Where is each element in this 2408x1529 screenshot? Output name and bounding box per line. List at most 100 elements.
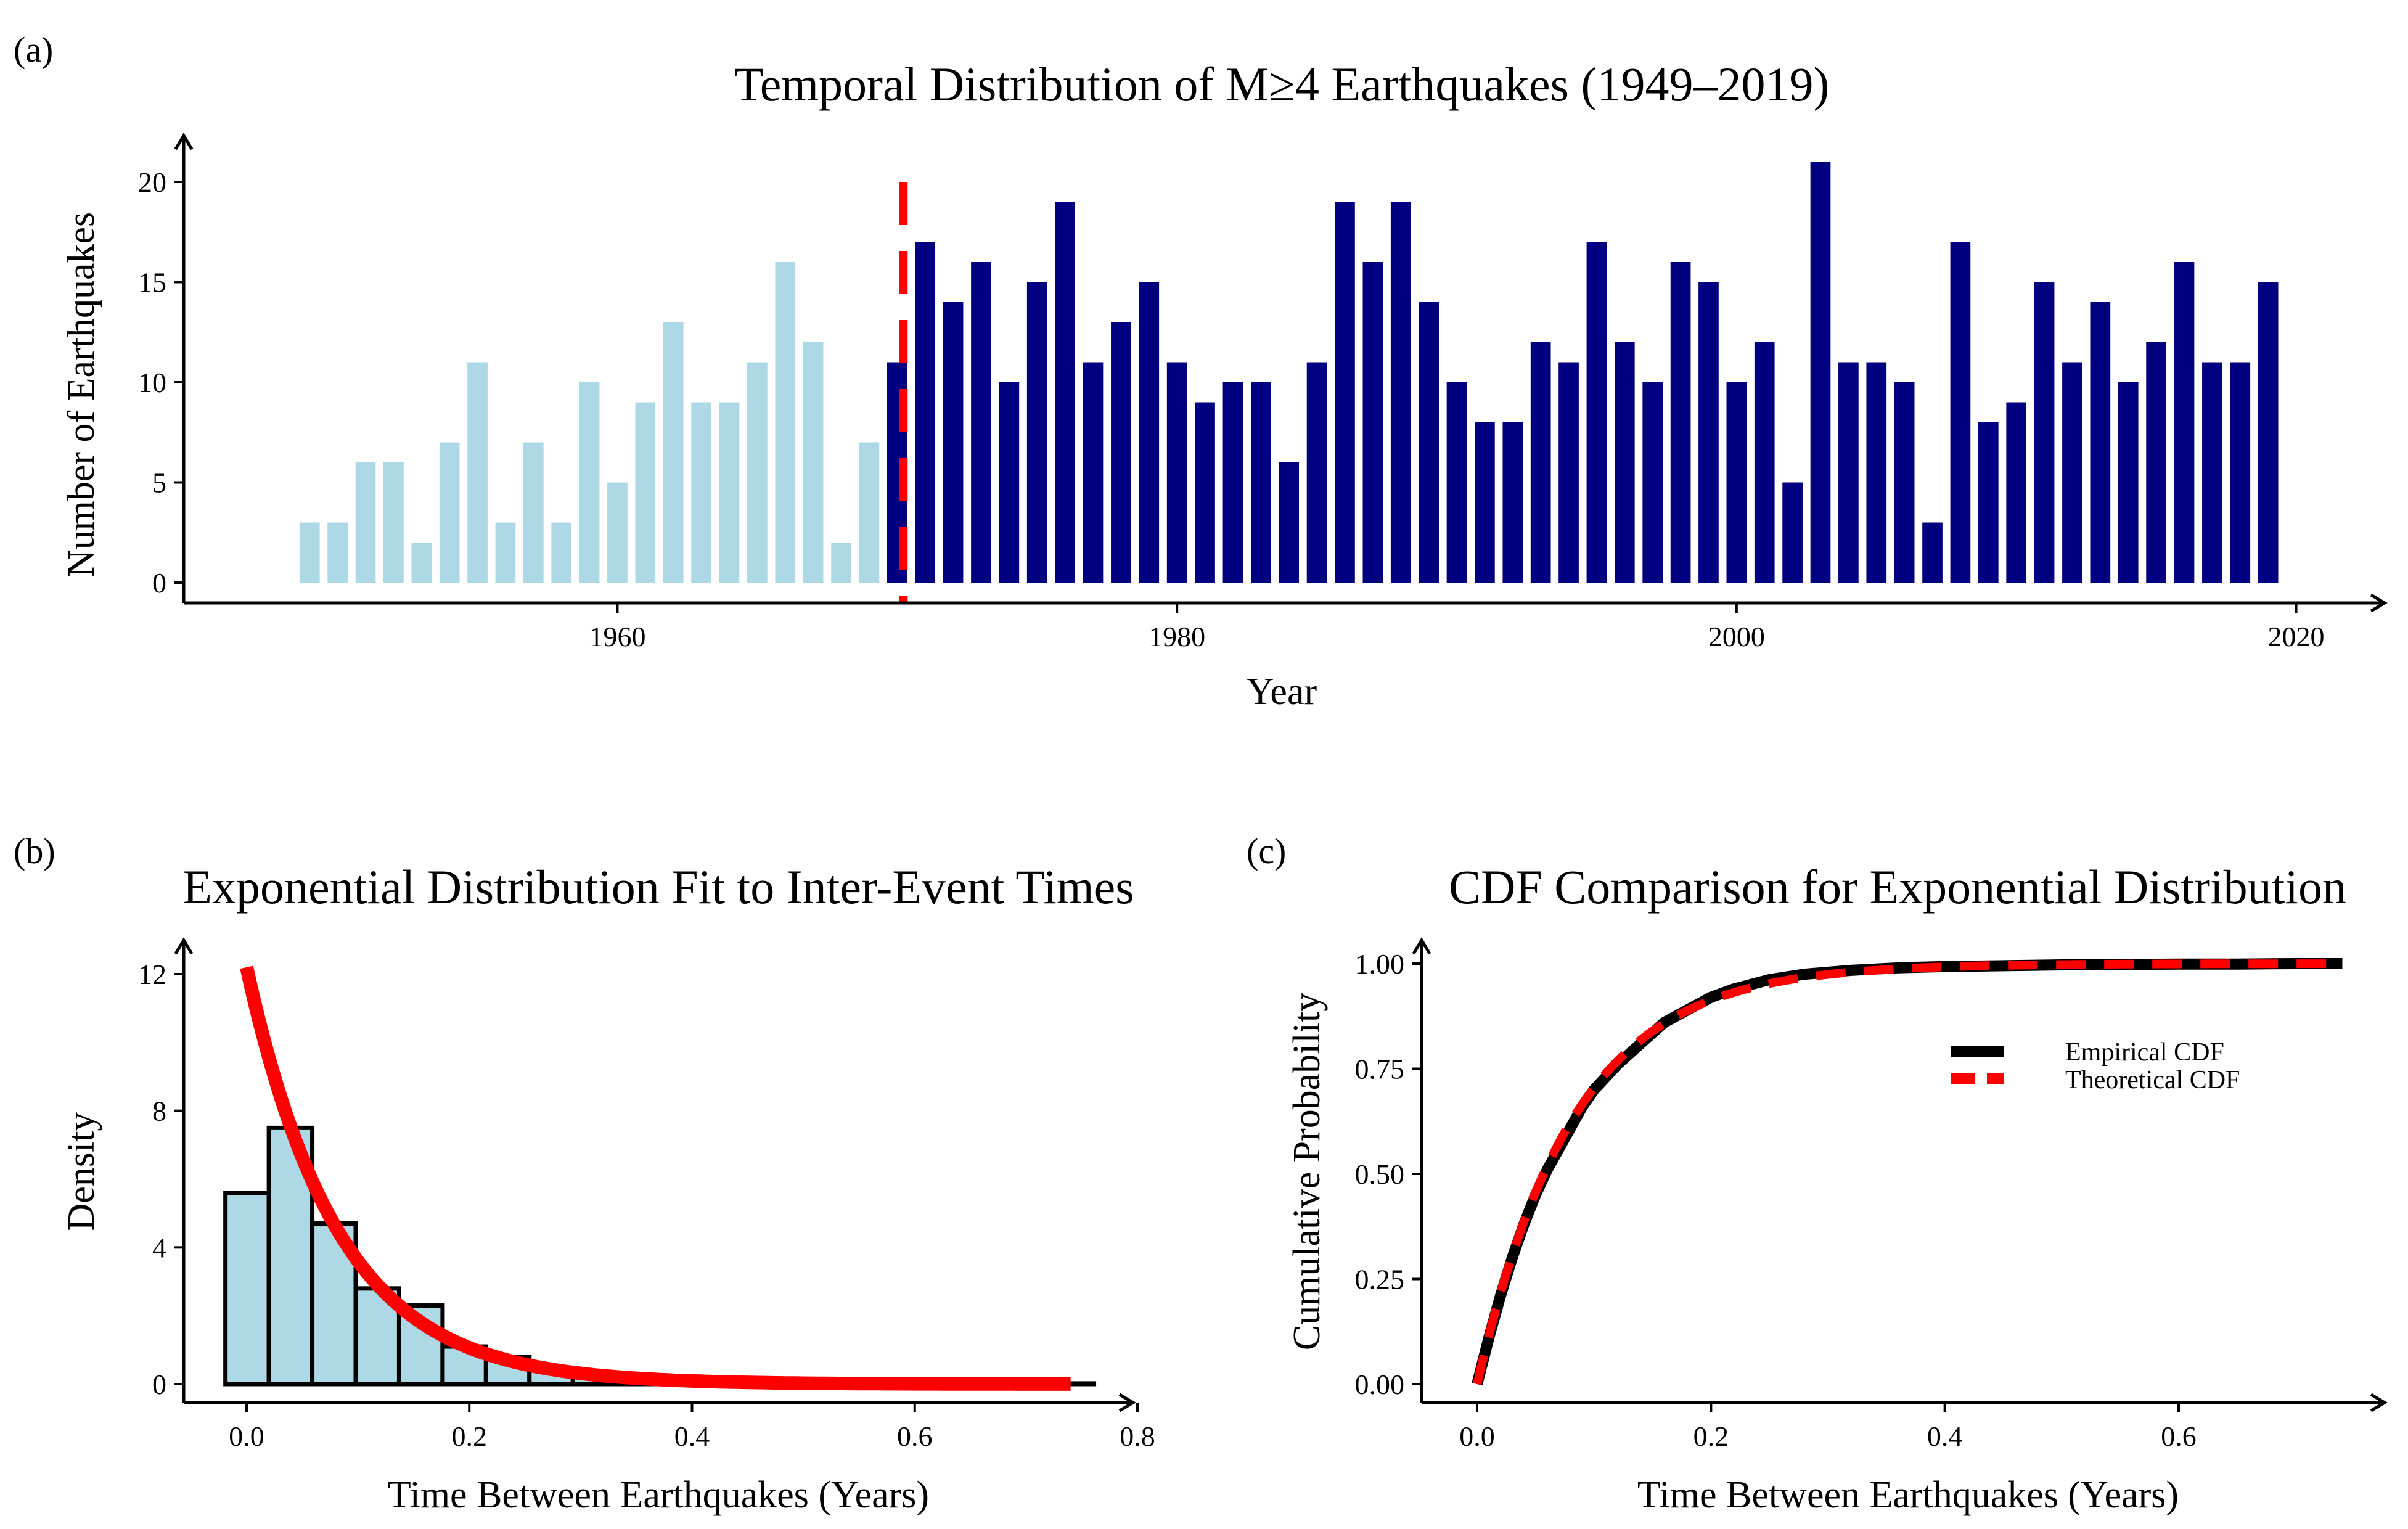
panel-c-x-tick-0.0: 0.0 xyxy=(1459,1420,1495,1452)
bar-1954 xyxy=(439,442,460,583)
panel-a-y-axis-arrow xyxy=(174,133,194,150)
bar-1999 xyxy=(1698,282,1719,583)
panel-a-y-tick-20: 20 xyxy=(138,166,166,198)
bar-1983 xyxy=(1250,382,1271,583)
panel-c-cdf: (c) CDF Comparison for Exponential Distr… xyxy=(1247,831,2388,1516)
bar-2017 xyxy=(2202,362,2222,583)
bar-1949 xyxy=(299,522,320,583)
bar-1998 xyxy=(1670,262,1691,583)
bar-1993 xyxy=(1530,342,1551,583)
bar-1985 xyxy=(1306,362,1327,583)
bar-1996 xyxy=(1614,342,1635,583)
panel-c-y-tick-1.00: 1.00 xyxy=(1355,948,1405,980)
panel-b-x-axis-title: Time Between Earthquakes (Years) xyxy=(388,1474,929,1516)
panel-a-x-tick-2000: 2000 xyxy=(1708,621,1765,652)
panel-a-title: Temporal Distribution of M≥4 Earthquakes… xyxy=(734,57,1830,111)
bar-1975 xyxy=(1026,282,1047,583)
bar-1979 xyxy=(1139,282,1160,583)
panel-a-y-tick-5: 5 xyxy=(152,467,166,499)
bar-1965 xyxy=(747,362,768,583)
panel-c-x-tick-0.6: 0.6 xyxy=(2161,1420,2197,1452)
bar-2008 xyxy=(1950,242,1971,583)
panel-a-label: (a) xyxy=(14,30,53,70)
bar-1995 xyxy=(1586,242,1607,583)
bar-1964 xyxy=(719,402,740,583)
bar-2019 xyxy=(2258,282,2279,583)
panel-c-x-axis-arrow xyxy=(2370,1393,2388,1412)
bar-2016 xyxy=(2174,262,2195,583)
panel-b-y-axis-arrow xyxy=(174,937,194,955)
panel-c-y-tick-0.25: 0.25 xyxy=(1355,1264,1405,1295)
bar-1981 xyxy=(1195,402,1215,583)
panel-c-y-tick-0.00: 0.00 xyxy=(1355,1369,1405,1400)
panel-a-x-tick-1980: 1980 xyxy=(1149,621,1205,652)
panel-b-x-tick-0.2: 0.2 xyxy=(452,1420,488,1452)
panel-b-title: Exponential Distribution Fit to Inter-Ev… xyxy=(182,860,1134,914)
bar-1984 xyxy=(1279,462,1300,583)
bar-1951 xyxy=(355,462,376,583)
panel-b-y-tick-8: 8 xyxy=(152,1096,166,1127)
panel-a-axes: 1960 1980 2000 2020 0 5 10 15 20 xyxy=(138,133,2388,652)
bar-1987 xyxy=(1362,262,1383,583)
panel-b-x-axis-arrow xyxy=(1118,1393,1136,1412)
bar-1955 xyxy=(467,362,488,583)
bar-2012 xyxy=(2062,362,2082,583)
panel-c-y-axis-arrow xyxy=(1412,937,1431,955)
panel-c-y-axis-title: Cumulative Probability xyxy=(1286,993,1328,1350)
bar-1961 xyxy=(635,402,656,583)
panel-b-y-tick-4: 4 xyxy=(152,1232,166,1263)
bar-1953 xyxy=(411,543,432,583)
panel-c-title: CDF Comparison for Exponential Distribut… xyxy=(1449,860,2346,914)
bar-1969 xyxy=(859,442,880,583)
bar-1997 xyxy=(1642,382,1663,583)
panel-a-x-tick-2020: 2020 xyxy=(2268,621,2325,652)
bar-2005 xyxy=(1866,362,1887,583)
panel-a-bars xyxy=(299,162,2279,603)
panel-a-y-tick-15: 15 xyxy=(138,267,166,298)
bar-1966 xyxy=(775,262,796,583)
panel-c-lines xyxy=(1472,958,2343,1386)
panel-b-histogram: (b) Exponential Distribution Fit to Inte… xyxy=(14,831,1155,1516)
bar-1952 xyxy=(383,462,404,583)
bar-1968 xyxy=(831,543,851,583)
bar-1977 xyxy=(1083,362,1104,583)
bar-2004 xyxy=(1838,362,1859,583)
bar-1956 xyxy=(495,522,516,583)
panel-b-y-tick-12: 12 xyxy=(138,959,166,990)
bar-2009 xyxy=(1978,422,1999,583)
panel-a-y-tick-10: 10 xyxy=(138,367,166,398)
legend-empirical-label: Empirical CDF xyxy=(2065,1038,2224,1067)
panel-b-y-axis-title: Density xyxy=(60,1112,102,1231)
bar-1990 xyxy=(1446,382,1467,583)
panel-b-axes: 0.0 0.2 0.4 0.6 0.8 0 4 8 12 xyxy=(138,937,1155,1452)
bar-1958 xyxy=(551,522,572,583)
bar-2011 xyxy=(2034,282,2055,583)
bar-1960 xyxy=(607,482,628,583)
bar-2015 xyxy=(2146,342,2166,583)
bar-2014 xyxy=(2118,382,2139,583)
bar-1976 xyxy=(1055,202,1075,583)
bar-1967 xyxy=(803,342,824,583)
bar-2003 xyxy=(1810,162,1831,583)
bar-1992 xyxy=(1502,422,1523,583)
panel-a-x-tick-1960: 1960 xyxy=(589,621,645,652)
panel-b-x-tick-0.4: 0.4 xyxy=(674,1420,710,1452)
bar-1971 xyxy=(915,242,936,583)
panel-a-x-axis-title: Year xyxy=(1247,671,1317,713)
panel-c-legend: Empirical CDF Theoretical CDF xyxy=(1951,1038,2240,1094)
bar-1986 xyxy=(1335,202,1355,583)
bar-1957 xyxy=(523,442,544,583)
panel-b-fit-curve xyxy=(240,965,1073,1391)
bar-2000 xyxy=(1726,382,1747,583)
bar-2002 xyxy=(1782,482,1803,583)
bar-1989 xyxy=(1419,302,1439,583)
panel-a-y-axis-title: Number of Earthquakes xyxy=(60,212,102,577)
bar-1978 xyxy=(1111,322,1131,583)
panel-a-y-tick-0: 0 xyxy=(152,567,166,599)
bar-2001 xyxy=(1754,342,1775,583)
bar-1950 xyxy=(327,522,348,583)
panel-a-x-axis-arrow xyxy=(2370,593,2388,613)
bar-2013 xyxy=(2090,302,2111,583)
panel-c-x-tick-0.4: 0.4 xyxy=(1927,1420,1963,1452)
